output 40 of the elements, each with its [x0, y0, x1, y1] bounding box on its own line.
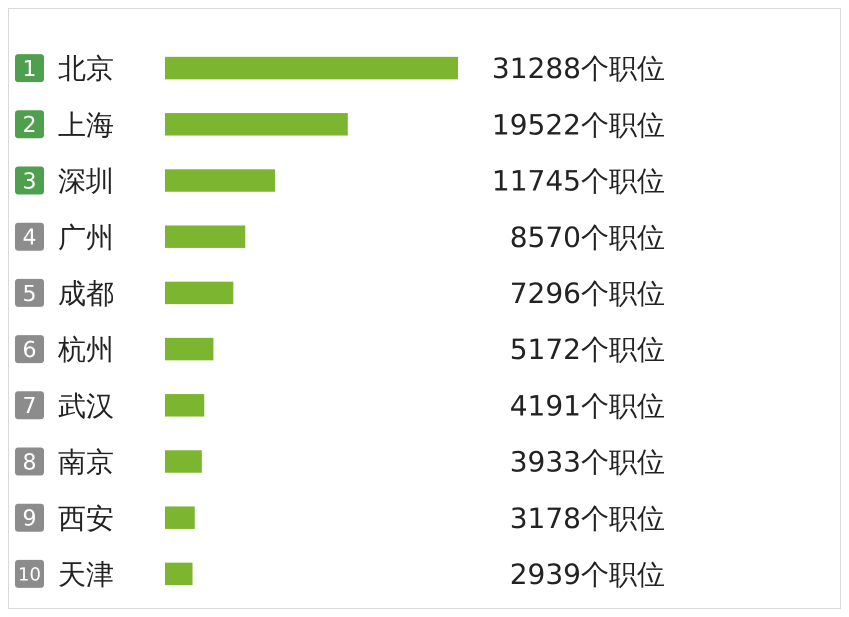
text: 4	[22, 226, 36, 251]
y-tick-label: 成都	[58, 276, 114, 310]
text: 2	[22, 113, 36, 138]
text: 3	[22, 169, 36, 194]
bar	[165, 225, 246, 248]
y-tick-label: 杭州	[57, 333, 114, 366]
bar	[165, 338, 214, 360]
y-tick-label: 南京	[58, 446, 114, 479]
data-label: 3933个职位	[510, 446, 665, 479]
y-tick-label: 武汉	[58, 389, 114, 422]
y-tick-label: 广州	[58, 220, 114, 254]
bar	[165, 282, 234, 304]
data-label: 8570个职位	[510, 220, 665, 254]
y-tick-label: 深圳	[58, 164, 114, 198]
data-label: 2939个职位	[510, 558, 665, 591]
text: 7	[22, 394, 36, 420]
text: 8	[22, 450, 36, 476]
y-tick-label: 北京	[58, 52, 114, 86]
bar	[165, 169, 275, 192]
text: 5	[22, 282, 36, 307]
text: 9	[22, 506, 36, 532]
data-label: 31288个职位	[492, 52, 665, 86]
bar	[165, 56, 458, 80]
bar	[165, 506, 195, 529]
data-label: 5172个职位	[510, 333, 665, 366]
text: 1	[22, 57, 36, 82]
y-tick-label: 天津	[58, 558, 114, 591]
bar	[165, 113, 348, 136]
data-label: 11745个职位	[492, 164, 665, 198]
data-label: 19522个职位	[492, 108, 665, 142]
data-label: 7296个职位	[510, 276, 665, 310]
text: 10	[18, 564, 41, 586]
data-label: 3178个职位	[510, 502, 665, 535]
y-tick-label: 上海	[58, 108, 114, 142]
bar	[165, 450, 202, 473]
bar	[165, 394, 204, 417]
data-label: 4191个职位	[510, 389, 665, 422]
text: 6	[22, 338, 36, 364]
bar	[165, 562, 193, 586]
y-tick-label: 西安	[58, 502, 114, 535]
